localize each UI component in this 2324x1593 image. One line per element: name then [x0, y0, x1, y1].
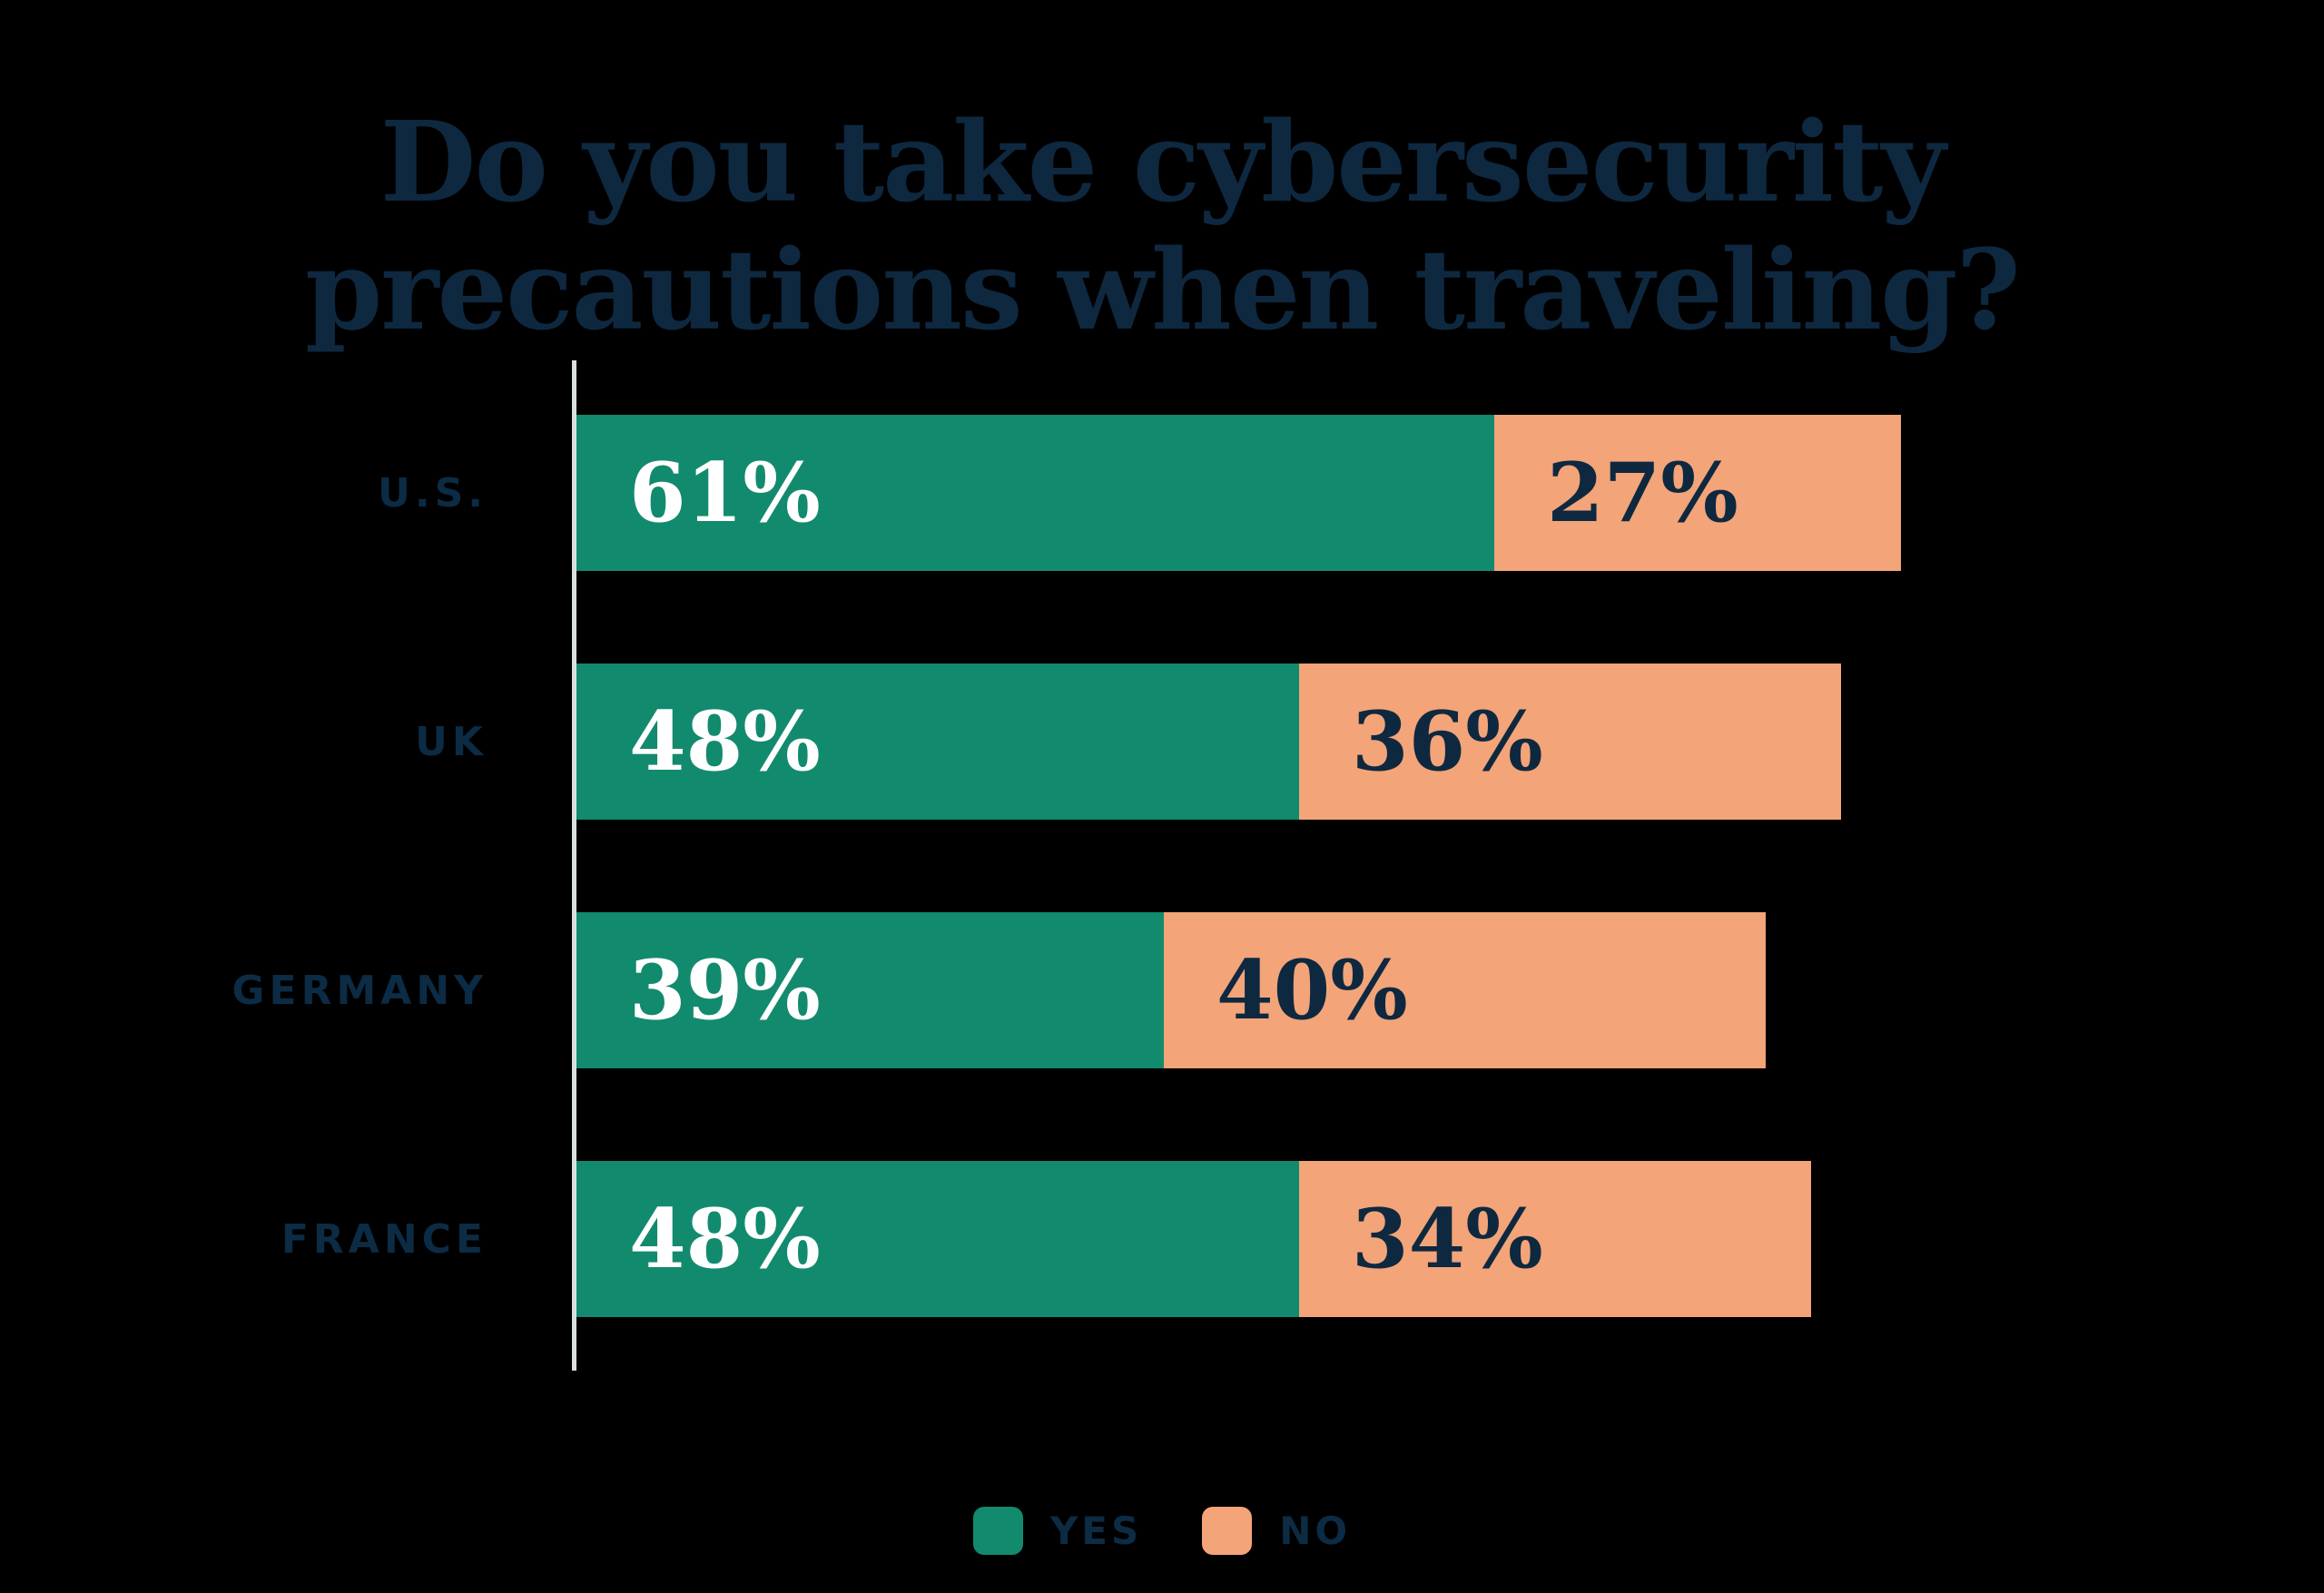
bar-value-label: 48%: [629, 693, 821, 790]
bar-segment-yes: 48%: [576, 1161, 1299, 1317]
bar-value-label: 39%: [629, 942, 821, 1038]
bar-segment-no: 36%: [1299, 664, 1841, 820]
bar-segment-no: 40%: [1164, 912, 1766, 1068]
legend-label: YES: [1049, 1509, 1143, 1553]
bar-row: 39% 40%: [576, 912, 1766, 1068]
category-label: FRANCE: [281, 1215, 487, 1263]
bar-value-label: 48%: [629, 1191, 821, 1287]
chart-legend: YES NO: [0, 1507, 2324, 1555]
category-label: U.S.: [378, 469, 487, 516]
bar-segment-yes: 48%: [576, 664, 1299, 820]
bar-value-label: 34%: [1352, 1191, 1543, 1287]
bar-value-label: 61%: [629, 445, 821, 541]
legend-label: NO: [1279, 1509, 1352, 1553]
bar-segment-no: 27%: [1494, 415, 1901, 571]
bar-value-label: 40%: [1216, 942, 1408, 1038]
bar-segment-yes: 61%: [576, 415, 1494, 571]
chart-title: Do you take cybersecurity precautions wh…: [0, 95, 2324, 356]
bar-row: 61% 27%: [576, 415, 1901, 571]
chart-title-line1: Do you take cybersecurity: [379, 95, 1946, 227]
y-axis-line: [572, 360, 576, 1371]
chart-title-line2: precautions when traveling?: [304, 224, 2021, 356]
legend-swatch-no: [1202, 1507, 1253, 1555]
category-label: UK: [415, 718, 487, 765]
legend-swatch-yes: [972, 1507, 1023, 1555]
bar-segment-yes: 39%: [576, 912, 1164, 1068]
bar-segment-no: 34%: [1299, 1161, 1811, 1317]
legend-item-yes: YES: [972, 1507, 1143, 1555]
bar-row: 48% 36%: [576, 664, 1841, 820]
legend-item-no: NO: [1202, 1507, 1351, 1555]
category-label: GERMANY: [231, 967, 487, 1014]
bar-value-label: 36%: [1352, 693, 1543, 790]
bar-row: 48% 34%: [576, 1161, 1811, 1317]
bar-value-label: 27%: [1547, 445, 1738, 541]
